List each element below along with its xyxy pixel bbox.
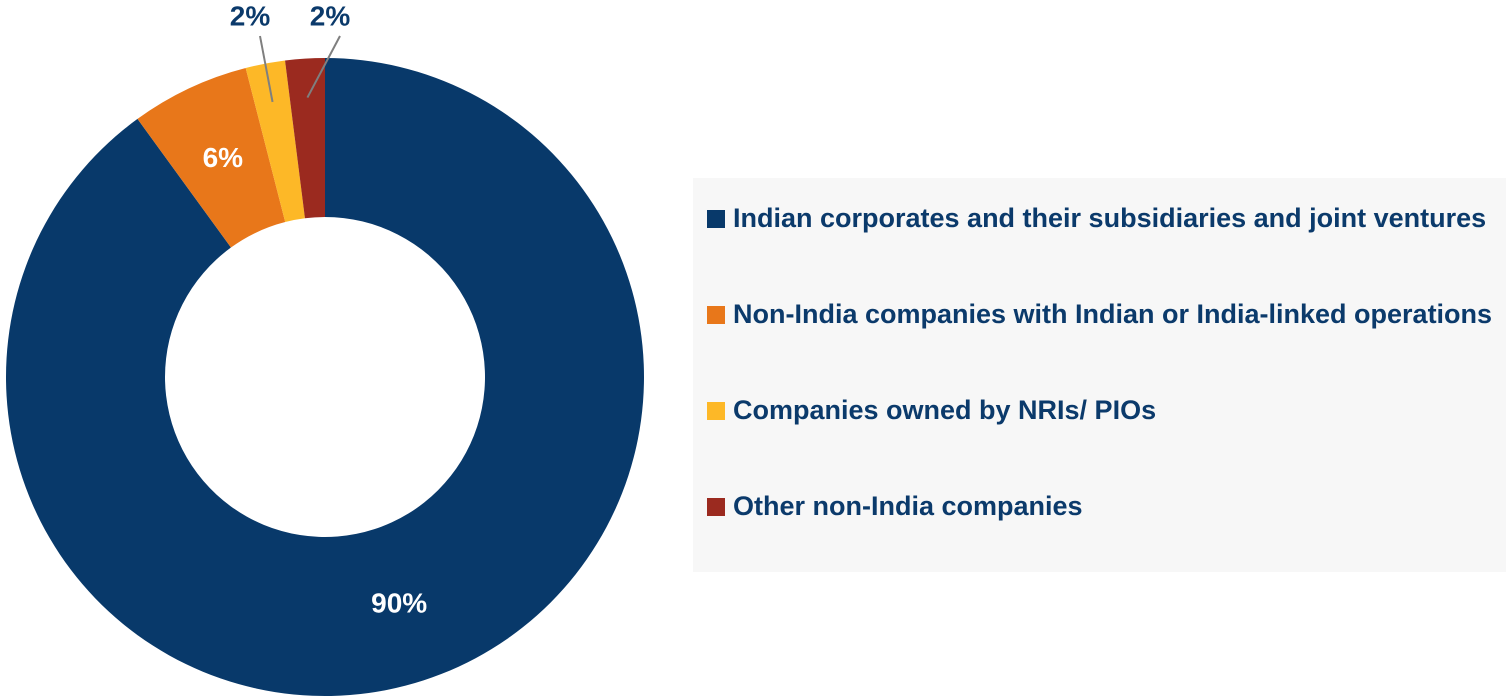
- legend-entry: Indian corporates and their subsidiaries…: [707, 198, 1497, 238]
- legend-label: Companies owned by NRIs/ PIOs: [733, 395, 1157, 425]
- donut-slice: [245, 60, 305, 223]
- data-label: 90%: [371, 588, 427, 619]
- leader-line: [259, 35, 274, 103]
- legend-swatch: [707, 306, 725, 324]
- legend-swatch: [707, 402, 725, 420]
- donut-slice: [5, 58, 644, 696]
- legend-entry: Non-India companies with Indian or India…: [707, 294, 1497, 334]
- legend-label: Non-India companies with Indian or India…: [733, 299, 1493, 329]
- legend-swatch: [707, 210, 725, 228]
- data-label: 2%: [310, 0, 351, 31]
- data-label: 2%: [230, 0, 271, 31]
- donut-slice: [285, 58, 325, 219]
- legend-swatch: [707, 498, 725, 516]
- legend-entry: Companies owned by NRIs/ PIOs: [707, 390, 1497, 430]
- legend: Indian corporates and their subsidiaries…: [693, 178, 1506, 572]
- donut-chart: 90% 6% 2% 2%: [5, 0, 644, 696]
- legend-label: Other non-India companies: [733, 491, 1083, 521]
- legend-entry: Other non-India companies: [707, 486, 1497, 526]
- donut-slice: [137, 68, 286, 248]
- leader-line: [306, 35, 341, 99]
- legend-label: Indian corporates and their subsidiaries…: [733, 203, 1487, 233]
- data-label: 6%: [203, 142, 244, 173]
